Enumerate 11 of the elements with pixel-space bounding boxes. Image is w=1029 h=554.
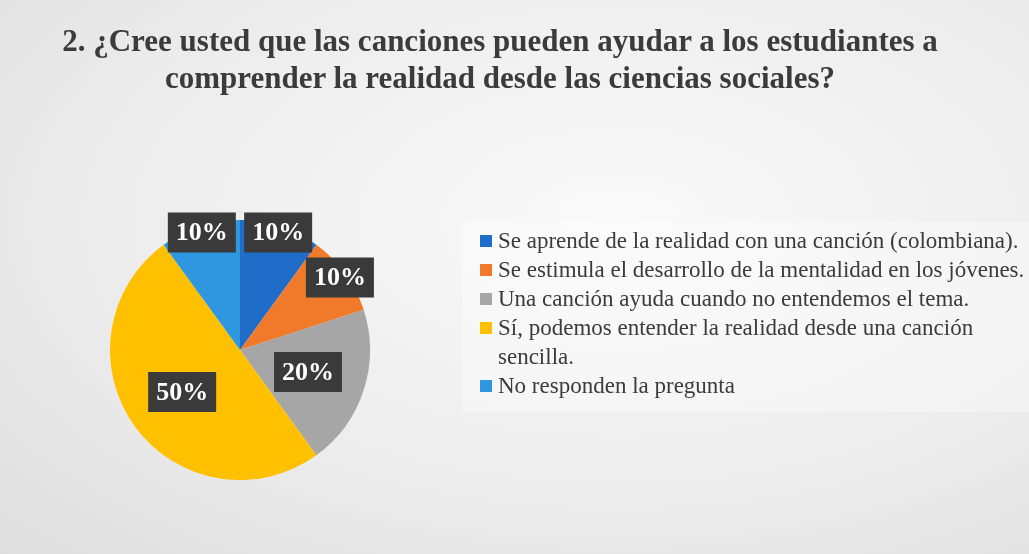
legend-label: Se estimula el desarrollo de la mentalidad en los jóvenes. (498, 256, 1025, 284)
legend-label: Se aprende de la realidad con una canción (colombiana). (498, 227, 1019, 255)
data-label: 10% (313, 262, 366, 292)
data-label: 20% (282, 356, 334, 386)
chart-title: 2. ¿Cree usted que las canciones pueden ayudar a los estudiantes a comprender la realidad desde las ciencias sociales? (61, 22, 939, 96)
data-label: 10% (252, 217, 305, 247)
legend-label: Sí, podemos entender la realidad desde una canción sencilla. (498, 314, 975, 371)
legend-label: Una canción ayuda cuando no entendemos el tema. (498, 285, 970, 313)
data-label: 10% (175, 217, 228, 247)
legend-label: No responden la pregunta (498, 372, 735, 400)
data-label: 50% (156, 376, 209, 406)
